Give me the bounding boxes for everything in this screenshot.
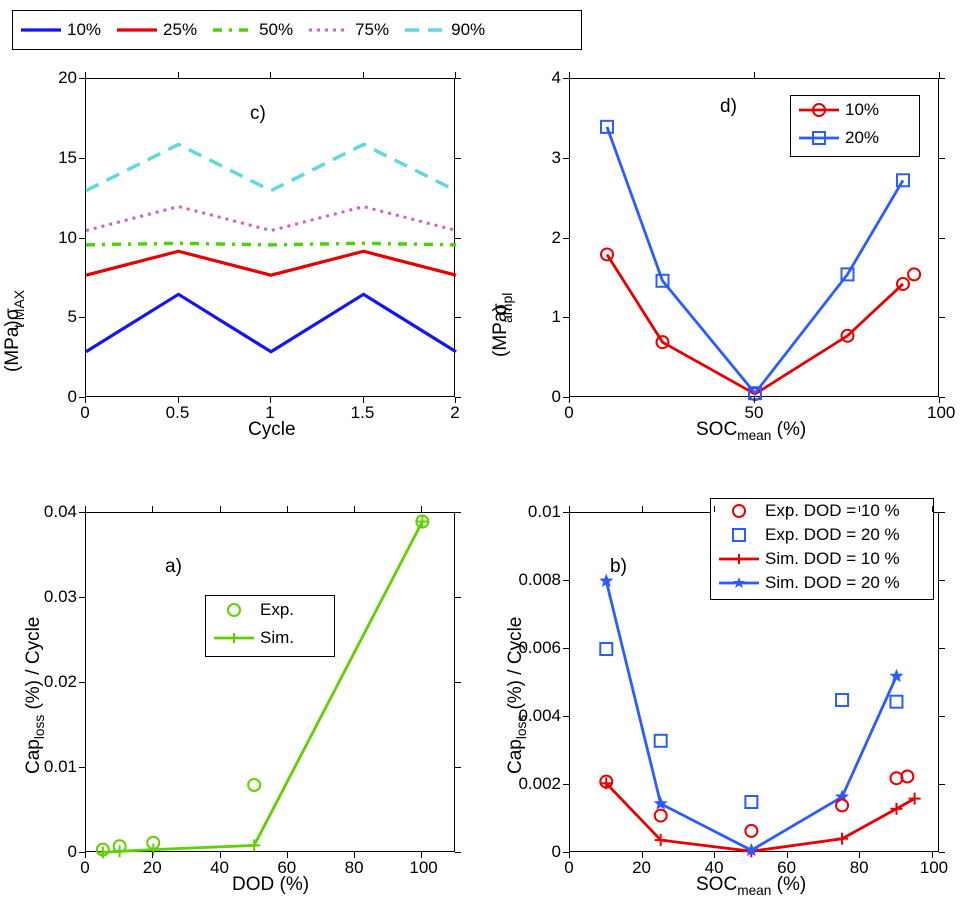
- legend-panel-c: 10% 25% 50% 75% 90%: [12, 10, 582, 50]
- svg-text:(MPa): (MPa): [2, 320, 23, 372]
- xtick-label: 80: [847, 858, 871, 878]
- legend-item-b3: Sim. DOD = 10 %: [711, 547, 933, 571]
- ytick-label: 0: [68, 387, 77, 407]
- legend-panel-b: Exp. DOD = 10 % Exp. DOD = 20 % Sim. DOD…: [710, 498, 934, 600]
- xtick-label: 1.5: [351, 403, 375, 423]
- ytick-label: 0.01: [528, 502, 561, 522]
- xtick-label: 100: [927, 403, 951, 423]
- panel-c-svg: [86, 79, 456, 398]
- legend-item-75: 75%: [301, 18, 397, 42]
- ytick-label: 2: [552, 228, 561, 248]
- legend-label: 75%: [355, 20, 389, 40]
- legend-item-50: 50%: [205, 18, 301, 42]
- legend-item-exp: Exp.: [206, 596, 334, 624]
- legend-label: Sim. DOD = 10 %: [765, 549, 900, 569]
- legend-label: 50%: [259, 20, 293, 40]
- legend-item-25: 25%: [109, 18, 205, 42]
- ytick-label: 4: [552, 68, 561, 88]
- legend-item-b1: Exp. DOD = 10 %: [711, 499, 933, 523]
- ytick-label: 0.03: [44, 587, 77, 607]
- svg-text:(MPa): (MPa): [490, 305, 511, 357]
- legend-label: Sim.: [260, 628, 294, 648]
- panel-a-ylabel: Caploss (%) / Cycle: [23, 617, 47, 774]
- legend-label: Exp. DOD = 20 %: [765, 525, 900, 545]
- xtick-label: 1: [258, 403, 282, 423]
- panel-b-letter: b): [610, 556, 627, 578]
- ytick-label: 15: [58, 148, 77, 168]
- ytick-label: 10: [58, 228, 77, 248]
- xtick-label: 60: [775, 858, 799, 878]
- xtick-label: 2: [443, 403, 467, 423]
- panel-a-letter: a): [165, 556, 182, 578]
- xtick-label: 20: [140, 858, 164, 878]
- xtick-label: 40: [208, 858, 232, 878]
- legend-item-d10: 10%: [791, 96, 919, 124]
- ytick-label: 0.002: [518, 774, 561, 794]
- legend-label: Exp. DOD = 10 %: [765, 501, 900, 521]
- legend-label: 20%: [845, 128, 879, 148]
- legend-label: 10%: [845, 100, 879, 120]
- ytick-label: 5: [68, 307, 77, 327]
- ytick-label: 0: [68, 842, 77, 862]
- panel-a-plot: [85, 512, 455, 852]
- legend-label: Exp.: [260, 600, 294, 620]
- ytick-label: 0.04: [44, 502, 77, 522]
- ytick-label: 3: [552, 148, 561, 168]
- xtick-label: 40: [702, 858, 726, 878]
- legend-item-10: 10%: [13, 18, 109, 42]
- legend-item-b2: Exp. DOD = 20 %: [711, 523, 933, 547]
- xtick-label: 100: [409, 858, 433, 878]
- xtick-label: 100: [920, 858, 944, 878]
- xtick-label: 0.5: [166, 403, 190, 423]
- legend-item-90: 90%: [397, 18, 493, 42]
- panel-c-letter: c): [250, 103, 266, 125]
- legend-item-b4: Sim. DOD = 20 %: [711, 571, 933, 595]
- panel-c-plot: [85, 78, 455, 397]
- ytick-label: 1: [552, 307, 561, 327]
- ytick-label: 0.008: [518, 570, 561, 590]
- panel-d-ylabel: σ ampl (MPa): [506, 315, 536, 515]
- ytick-label: 0.01: [44, 757, 77, 777]
- xtick-label: 60: [275, 858, 299, 878]
- ytick-label: 0.006: [518, 638, 561, 658]
- legend-panel-d: 10% 20%: [790, 95, 920, 157]
- panel-c-ylabel: σ t MAX (MPa): [18, 320, 48, 520]
- figure-container: 10% 25% 50% 75% 90% c) Cycle σ t MAX (MP…: [0, 0, 977, 902]
- ytick-label: 0.02: [44, 672, 77, 692]
- legend-item-sim: Sim.: [206, 624, 334, 652]
- legend-label: 25%: [163, 20, 197, 40]
- legend-panel-a: Exp. Sim.: [205, 595, 335, 657]
- panel-a-svg: [86, 513, 456, 853]
- legend-item-d20: 20%: [791, 124, 919, 152]
- xtick-label: 80: [342, 858, 366, 878]
- xtick-label: 20: [630, 858, 654, 878]
- ytick-label: 0: [552, 387, 561, 407]
- ytick-label: 0: [552, 842, 561, 862]
- xtick-label: 50: [742, 403, 766, 423]
- ytick-label: 20: [58, 68, 77, 88]
- panel-d-letter: d): [720, 96, 737, 118]
- legend-label: 10%: [67, 20, 101, 40]
- legend-label: Sim. DOD = 20 %: [765, 573, 900, 593]
- legend-label: 90%: [451, 20, 485, 40]
- ytick-label: 0.004: [518, 706, 561, 726]
